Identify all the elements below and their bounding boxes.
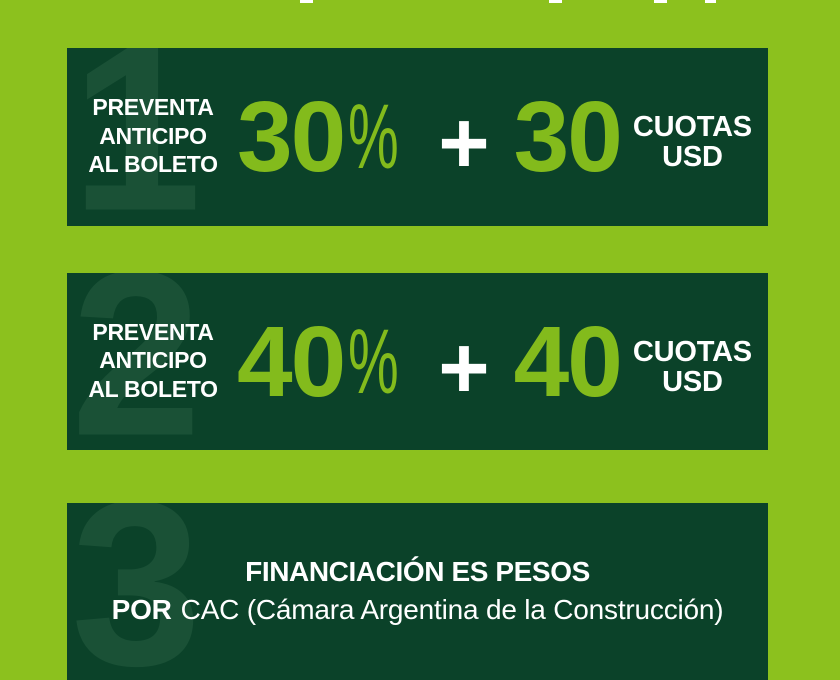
installments-count: 40 xyxy=(513,305,623,418)
plan-label-line: PREVENTA xyxy=(92,318,214,345)
plan-1-label: PREVENTA ANTICIPO AL BOLETO xyxy=(81,93,225,179)
downpayment-percent-value: 40 xyxy=(237,305,346,418)
installments-unit: CUOTAS USD xyxy=(633,337,752,397)
plan-panel-2: 2 PREVENTA ANTICIPO AL BOLETO 40 % + 40 … xyxy=(67,273,768,450)
flyer-page: { "page": { "background_color": "#8CC11E… xyxy=(67,0,768,680)
financing-detail-text: CAC (Cámara Argentina de la Construcción… xyxy=(180,594,724,625)
plan-label-line: AL BOLETO xyxy=(88,375,218,402)
cropped-text-fragment xyxy=(300,0,313,3)
installments-count: 30 xyxy=(513,81,623,193)
financing-content: FINANCIACIÓN ES PESOS POR CAC (Cámara Arg… xyxy=(67,503,768,680)
plan-label-line: AL BOLETO xyxy=(88,151,218,178)
plus-icon: + xyxy=(438,93,490,192)
downpayment-percent-value: 30 xyxy=(237,81,346,193)
cropped-text-fragment xyxy=(549,0,562,3)
percent-sign: % xyxy=(348,310,399,413)
installments-unit-line: CUOTAS xyxy=(632,335,752,368)
percent-sign: % xyxy=(348,86,399,188)
plan-label-line: PREVENTA xyxy=(92,94,214,121)
financing-detail-bold: POR xyxy=(111,594,172,625)
plan-label-line: ANTICIPO xyxy=(99,347,207,374)
plan-1-row: PREVENTA ANTICIPO AL BOLETO 30 % + 30 CU… xyxy=(67,48,768,226)
cropped-text-fragment xyxy=(705,0,716,3)
installments-unit-line: CUOTAS xyxy=(632,111,752,143)
installments-unit-line: USD xyxy=(662,141,723,173)
financing-detail: POR CAC (Cámara Argentina de la Construcc… xyxy=(67,591,768,629)
installments-unit: CUOTAS USD xyxy=(633,112,752,172)
plan-panel-1: 1 PREVENTA ANTICIPO AL BOLETO 30 % + 30 … xyxy=(67,48,768,226)
cropped-text-fragment xyxy=(654,0,667,3)
flyer-background: 1 PREVENTA ANTICIPO AL BOLETO 30 % + 30 … xyxy=(67,0,768,680)
plan-label-line: ANTICIPO xyxy=(99,122,207,149)
plan-2-label: PREVENTA ANTICIPO AL BOLETO xyxy=(81,318,225,404)
plan-2-row: PREVENTA ANTICIPO AL BOLETO 40 % + 40 CU… xyxy=(67,273,768,450)
financing-panel: 3 FINANCIACIÓN ES PESOS POR CAC (Cámara A… xyxy=(67,503,768,680)
financing-title: FINANCIACIÓN ES PESOS xyxy=(245,556,590,587)
plus-icon: + xyxy=(438,317,490,417)
installments-unit-line: USD xyxy=(662,365,723,398)
